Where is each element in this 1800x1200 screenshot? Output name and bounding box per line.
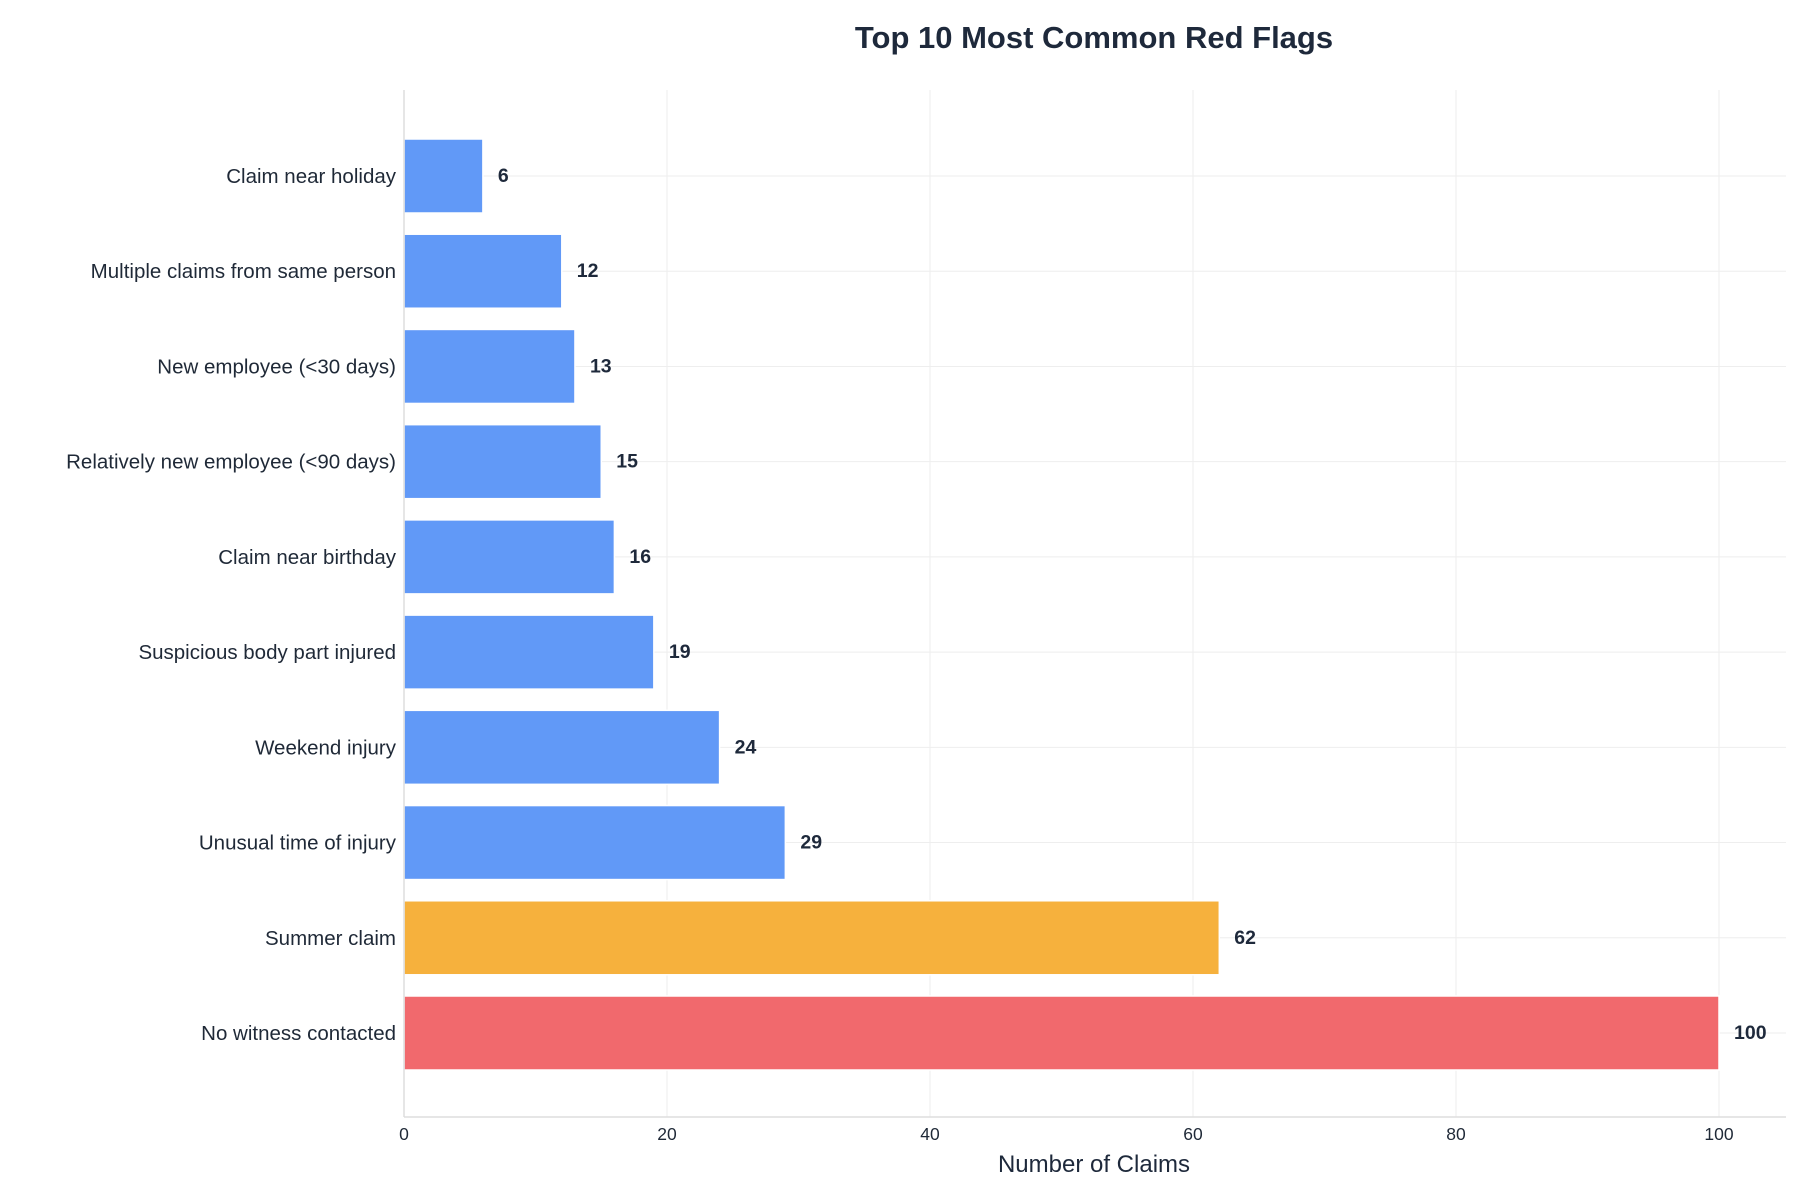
axes: [403, 90, 1786, 1118]
bars: [403, 138, 1720, 1071]
chart-title: Top 10 Most Common Red Flags: [855, 20, 1333, 55]
category-label: Claim near birthday: [218, 546, 396, 569]
x-tick-label: 0: [399, 1124, 409, 1144]
bar: [403, 519, 616, 595]
category-label: New employee (<30 days): [157, 355, 396, 378]
category-label: Summer claim: [265, 927, 396, 950]
x-tick-label: 100: [1704, 1124, 1733, 1144]
labels: 0 20 40 60 80 100 Claim near holiday 6 Multiple …: [66, 165, 1767, 1144]
bar: [403, 900, 1221, 976]
bar: [403, 328, 576, 405]
category-label: No witness contacted: [201, 1022, 396, 1045]
category-label: Suspicious body part injured: [138, 641, 396, 664]
category-label: Claim near holiday: [226, 165, 397, 188]
x-axis-title: Number of Claims: [998, 1151, 1190, 1178]
category-label: Weekend injury: [255, 736, 397, 759]
x-tick-label: 60: [1183, 1124, 1203, 1144]
data-label: 16: [629, 546, 651, 568]
data-label: 15: [616, 451, 638, 473]
x-tick-label: 80: [1446, 1124, 1466, 1144]
bar: [403, 995, 1720, 1071]
data-label: 62: [1234, 927, 1256, 949]
data-label: 29: [800, 832, 822, 854]
data-label: 13: [590, 355, 612, 377]
bar: [403, 233, 563, 309]
category-label: Relatively new employee (<90 days): [66, 451, 396, 474]
x-tick-label: 20: [657, 1124, 677, 1144]
data-label: 6: [498, 165, 509, 187]
x-tick-label: 40: [920, 1124, 940, 1144]
data-label: 24: [735, 736, 757, 758]
bar: [403, 138, 484, 214]
category-label: Unusual time of injury: [199, 832, 397, 855]
data-label: 19: [669, 641, 691, 663]
bar: [403, 709, 721, 786]
bar: [403, 804, 787, 881]
data-label: 100: [1734, 1022, 1767, 1044]
bar: [403, 614, 655, 690]
data-label: 12: [577, 260, 599, 282]
bar: [403, 423, 602, 500]
category-label: Multiple claims from same person: [91, 260, 396, 283]
